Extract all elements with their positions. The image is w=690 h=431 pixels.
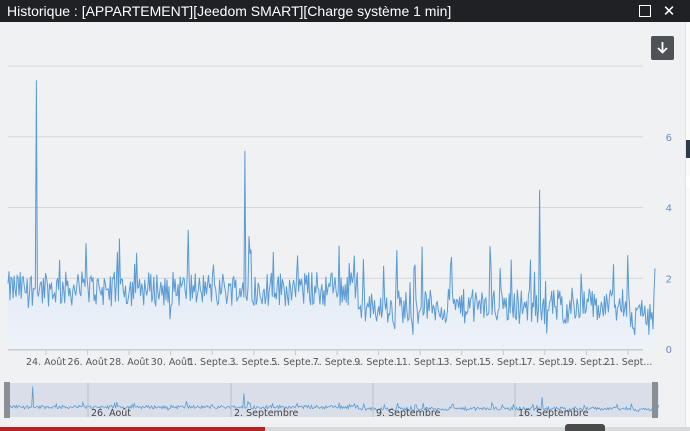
x-tick-label: 5. Septe... <box>271 357 320 368</box>
navigator-selection <box>10 383 653 417</box>
navigator-label: 9. Septembre <box>376 408 441 419</box>
series-line <box>7 80 656 335</box>
y-tick-label: 6 <box>666 133 672 144</box>
series-area <box>8 80 655 349</box>
y-tick-label: 4 <box>666 204 672 215</box>
navigator-label: 2. Septembre <box>234 408 299 419</box>
y-tick-label: 2 <box>666 274 672 285</box>
arrow-down-icon <box>657 42 668 54</box>
page-bottom-progress <box>0 427 265 431</box>
x-tick-label: 3. Septe... <box>230 357 279 368</box>
x-tick-label: 24. Août <box>26 357 66 368</box>
bottom-handle[interactable] <box>565 424 605 431</box>
x-tick-label: 7. Septe... <box>313 357 362 368</box>
x-tick-label: 19. Sept... <box>562 357 611 368</box>
x-tick-label: 9. Septe... <box>354 357 403 368</box>
x-tick-label: 30. Août <box>151 357 191 368</box>
window-titlebar: Historique : [APPARTEMENT][Jeedom SMART]… <box>0 0 690 22</box>
maximize-button[interactable] <box>636 2 654 20</box>
navigator-label: 16. Septembre <box>518 408 589 419</box>
x-tick-label: 28. Août <box>109 357 149 368</box>
page-scroll-edge <box>685 22 690 431</box>
x-tick-label: 13. Sept... <box>437 357 486 368</box>
y-tick-label: 0 <box>666 345 672 356</box>
maximize-icon <box>639 5 651 17</box>
export-menu-button[interactable] <box>651 36 674 60</box>
x-tick-label: 15. Sept... <box>479 357 528 368</box>
navigator-label: 26. Août <box>91 408 131 419</box>
close-button[interactable]: ✕ <box>662 2 676 20</box>
x-tick-label: 17. Sept... <box>520 357 569 368</box>
x-tick-label: 21. Sept... <box>604 357 653 368</box>
x-tick-label: 26. Août <box>68 357 108 368</box>
side-tab[interactable] <box>686 140 690 158</box>
history-chart-area <box>0 22 690 431</box>
side-tab-light <box>686 176 690 188</box>
page-bottom-bar <box>0 427 690 431</box>
x-tick-label: 1. Septe... <box>188 357 237 368</box>
navigator-handle-right[interactable] <box>652 382 658 418</box>
navigator-handle-left[interactable] <box>4 382 10 418</box>
window-title: Historique : [APPARTEMENT][Jeedom SMART]… <box>7 3 452 19</box>
x-tick-label: 11. Sept... <box>396 357 445 368</box>
navigator-series <box>3 386 660 413</box>
